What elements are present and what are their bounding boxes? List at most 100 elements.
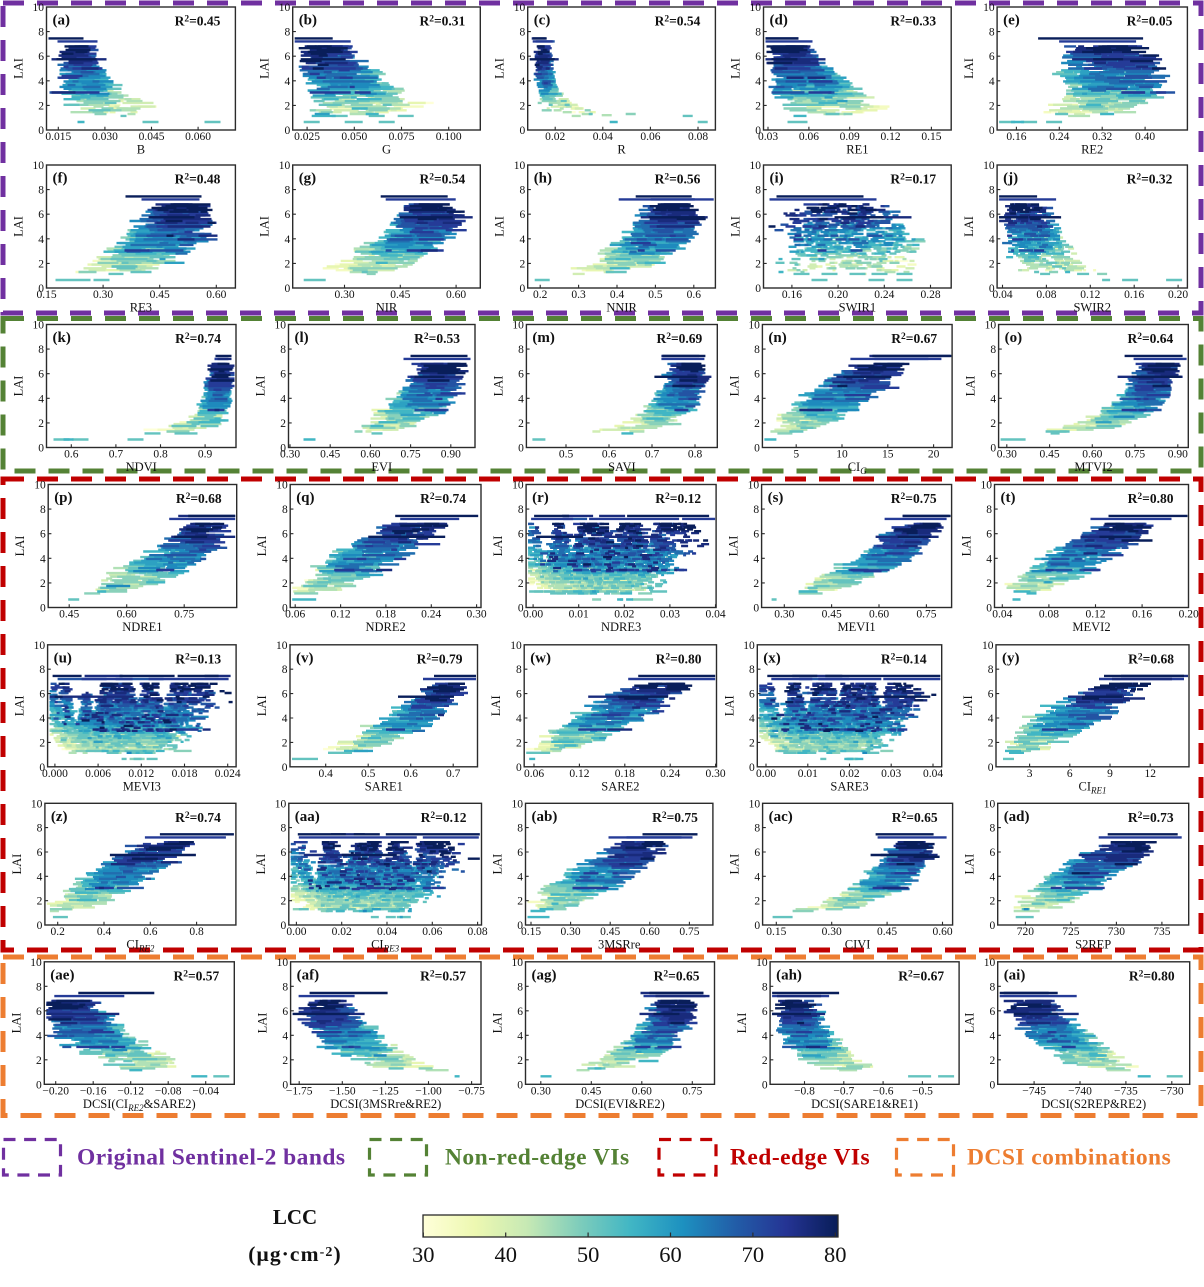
svg-text:0.60: 0.60 <box>360 449 380 461</box>
svg-text:G: G <box>382 143 391 157</box>
svg-text:0.16: 0.16 <box>1006 131 1026 143</box>
svg-text:6: 6 <box>284 209 290 221</box>
svg-text:0: 0 <box>762 1079 768 1091</box>
svg-text:Original Sentinel-2 bands: Original Sentinel-2 bands <box>77 1145 346 1171</box>
svg-text:2: 2 <box>37 896 43 908</box>
svg-text:2: 2 <box>990 418 996 430</box>
svg-text:6: 6 <box>517 847 523 859</box>
svg-text:0.75: 0.75 <box>174 609 194 621</box>
svg-text:0.08: 0.08 <box>1039 609 1059 621</box>
svg-text:2: 2 <box>282 1055 288 1067</box>
svg-text:10: 10 <box>749 798 761 810</box>
svg-text:2: 2 <box>989 258 995 270</box>
svg-text:8: 8 <box>988 664 994 676</box>
svg-text:2: 2 <box>989 896 995 908</box>
svg-text:6: 6 <box>1067 768 1073 780</box>
svg-text:0: 0 <box>989 125 995 137</box>
svg-text:0.30: 0.30 <box>706 768 726 780</box>
svg-text:8: 8 <box>284 27 290 39</box>
svg-text:2: 2 <box>39 737 45 749</box>
svg-text:0.2: 0.2 <box>51 926 66 938</box>
svg-text:0.075: 0.075 <box>389 131 415 143</box>
svg-text:4: 4 <box>38 76 44 88</box>
svg-text:6: 6 <box>517 1006 523 1018</box>
svg-text:8: 8 <box>518 344 524 356</box>
svg-text:10: 10 <box>750 2 762 14</box>
svg-text:0.16: 0.16 <box>1132 609 1152 621</box>
svg-text:−0.08: −0.08 <box>155 1085 182 1097</box>
svg-text:735: 735 <box>1153 926 1171 938</box>
svg-text:6: 6 <box>280 369 286 381</box>
svg-text:8: 8 <box>36 981 42 993</box>
svg-text:0.45: 0.45 <box>1040 449 1060 461</box>
svg-text:R2=0.69: R2=0.69 <box>656 331 702 346</box>
svg-text:(e): (e) <box>1003 13 1020 29</box>
svg-text:730: 730 <box>1108 926 1126 938</box>
svg-text:0.45: 0.45 <box>822 609 842 621</box>
svg-text:6: 6 <box>284 51 290 63</box>
svg-text:2: 2 <box>517 896 523 908</box>
svg-text:CIVI: CIVI <box>845 938 871 952</box>
svg-text:LAI: LAI <box>493 216 507 237</box>
svg-text:0: 0 <box>38 125 44 137</box>
svg-text:4: 4 <box>989 871 995 883</box>
svg-text:2: 2 <box>755 258 761 270</box>
svg-text:(s): (s) <box>768 490 784 506</box>
svg-text:0: 0 <box>755 283 761 295</box>
svg-text:3: 3 <box>1027 768 1033 780</box>
svg-text:2: 2 <box>284 258 290 270</box>
svg-text:(y): (y) <box>1002 650 1020 666</box>
svg-text:0: 0 <box>282 603 288 615</box>
svg-text:LAI: LAI <box>491 376 505 397</box>
svg-text:(g): (g) <box>299 171 317 187</box>
svg-text:6: 6 <box>990 369 996 381</box>
svg-text:(i): (i) <box>770 171 784 187</box>
svg-text:8: 8 <box>517 823 523 835</box>
svg-text:0.45: 0.45 <box>600 926 620 938</box>
svg-text:10: 10 <box>34 640 46 652</box>
svg-text:0.04: 0.04 <box>992 289 1012 301</box>
svg-text:0.30: 0.30 <box>531 1085 551 1097</box>
svg-text:10: 10 <box>276 640 288 652</box>
svg-text:LAI: LAI <box>722 695 736 716</box>
svg-text:LAI: LAI <box>9 1013 23 1034</box>
svg-text:6: 6 <box>986 529 992 541</box>
svg-text:0.03: 0.03 <box>881 768 901 780</box>
svg-text:LAI: LAI <box>960 536 974 557</box>
svg-text:2: 2 <box>38 418 44 430</box>
svg-text:6: 6 <box>755 209 761 221</box>
svg-text:8: 8 <box>282 504 288 516</box>
svg-text:6: 6 <box>516 689 522 701</box>
svg-text:0.006: 0.006 <box>85 768 111 780</box>
svg-text:LAI: LAI <box>491 854 505 875</box>
svg-text:LAI: LAI <box>493 58 507 79</box>
svg-text:LAI: LAI <box>255 695 269 716</box>
svg-text:2: 2 <box>986 578 992 590</box>
svg-text:0: 0 <box>755 125 761 137</box>
svg-text:4: 4 <box>37 871 43 883</box>
svg-text:SAVI: SAVI <box>608 460 636 474</box>
svg-text:10: 10 <box>30 957 42 969</box>
svg-text:LAI: LAI <box>729 58 743 79</box>
svg-text:8: 8 <box>38 185 44 197</box>
svg-text:(k): (k) <box>53 330 71 346</box>
svg-text:0: 0 <box>989 1079 995 1091</box>
svg-text:8: 8 <box>282 664 288 676</box>
svg-text:R: R <box>617 143 626 157</box>
svg-text:MEVI1: MEVI1 <box>837 620 875 634</box>
svg-text:0.75: 0.75 <box>401 449 421 461</box>
svg-text:6: 6 <box>37 847 43 859</box>
svg-text:0.60: 0.60 <box>206 289 226 301</box>
svg-text:(d): (d) <box>770 13 788 29</box>
svg-text:10: 10 <box>750 160 762 172</box>
svg-text:0.30: 0.30 <box>280 449 300 461</box>
svg-text:0: 0 <box>754 920 760 932</box>
svg-text:EVI: EVI <box>371 460 392 474</box>
svg-text:0.20: 0.20 <box>828 289 848 301</box>
svg-text:NNIR: NNIR <box>606 301 637 315</box>
svg-text:(ac): (ac) <box>769 809 793 825</box>
svg-text:LAI: LAI <box>13 536 27 557</box>
svg-text:R2=0.53: R2=0.53 <box>414 331 460 346</box>
svg-text:0.60: 0.60 <box>632 1085 652 1097</box>
svg-text:0: 0 <box>989 283 995 295</box>
